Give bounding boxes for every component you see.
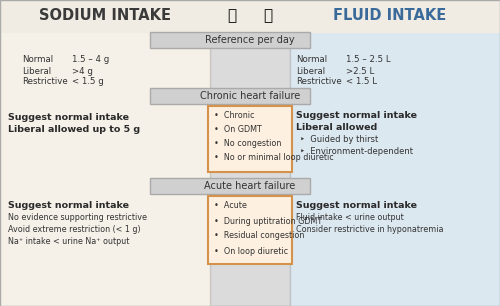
Text: •  Residual congestion: • Residual congestion	[214, 232, 304, 241]
Text: Reference per day: Reference per day	[205, 35, 295, 45]
Text: Liberal allowed up to 5 g: Liberal allowed up to 5 g	[8, 125, 140, 135]
Text: Avoid extreme restriction (< 1 g): Avoid extreme restriction (< 1 g)	[8, 226, 140, 234]
Text: Liberal: Liberal	[296, 66, 325, 76]
Text: Chronic heart failure: Chronic heart failure	[200, 91, 300, 101]
Text: Normal: Normal	[296, 55, 327, 65]
Text: Suggest normal intake: Suggest normal intake	[296, 111, 417, 121]
Text: Suggest normal intake: Suggest normal intake	[8, 201, 129, 211]
FancyBboxPatch shape	[150, 178, 310, 194]
Text: < 1.5 g: < 1.5 g	[72, 77, 104, 87]
Text: >2.5 L: >2.5 L	[346, 66, 374, 76]
Text: SODIUM INTAKE: SODIUM INTAKE	[39, 9, 171, 24]
Text: < 1.5 L: < 1.5 L	[346, 77, 377, 87]
Text: Liberal: Liberal	[22, 66, 51, 76]
Text: FLUID INTAKE: FLUID INTAKE	[334, 9, 446, 24]
Text: •  Acute: • Acute	[214, 201, 247, 211]
Text: ‣  Environment-dependent: ‣ Environment-dependent	[300, 147, 413, 155]
Text: ‣  Guided by thirst: ‣ Guided by thirst	[300, 135, 378, 144]
Bar	[0, 0, 500, 32]
Text: Restrictive: Restrictive	[296, 77, 342, 87]
Text: •  No or minimal loop diuretic: • No or minimal loop diuretic	[214, 154, 334, 162]
Text: •  On GDMT: • On GDMT	[214, 125, 262, 135]
Text: Na⁺ intake < urine Na⁺ output: Na⁺ intake < urine Na⁺ output	[8, 237, 130, 247]
Text: Acute heart failure: Acute heart failure	[204, 181, 296, 191]
Bar	[210, 0, 290, 306]
FancyBboxPatch shape	[208, 106, 292, 172]
Text: 🧂: 🧂	[228, 9, 236, 24]
Text: Normal: Normal	[22, 55, 53, 65]
Text: Restrictive: Restrictive	[22, 77, 68, 87]
Text: •  No congestion: • No congestion	[214, 140, 282, 148]
FancyBboxPatch shape	[150, 32, 310, 48]
Bar	[290, 0, 500, 306]
Text: No evidence supporting restrictive: No evidence supporting restrictive	[8, 214, 147, 222]
Text: Suggest normal intake: Suggest normal intake	[296, 201, 417, 211]
FancyBboxPatch shape	[208, 196, 292, 264]
Text: 1.5 – 4 g: 1.5 – 4 g	[72, 55, 109, 65]
Text: 🍶: 🍶	[264, 9, 272, 24]
Bar	[0, 0, 210, 306]
Text: 1.5 – 2.5 L: 1.5 – 2.5 L	[346, 55, 391, 65]
Text: •  On loop diuretic: • On loop diuretic	[214, 247, 288, 256]
Text: Fluid intake < urine output: Fluid intake < urine output	[296, 214, 404, 222]
Text: Liberal allowed: Liberal allowed	[296, 122, 378, 132]
Text: Suggest normal intake: Suggest normal intake	[8, 114, 129, 122]
FancyBboxPatch shape	[150, 88, 310, 104]
Text: •  Chronic: • Chronic	[214, 111, 254, 121]
Text: Consider restrictive in hyponatremia: Consider restrictive in hyponatremia	[296, 226, 444, 234]
Text: •  During uptitration GDMT: • During uptitration GDMT	[214, 217, 322, 226]
Text: >4 g: >4 g	[72, 66, 93, 76]
